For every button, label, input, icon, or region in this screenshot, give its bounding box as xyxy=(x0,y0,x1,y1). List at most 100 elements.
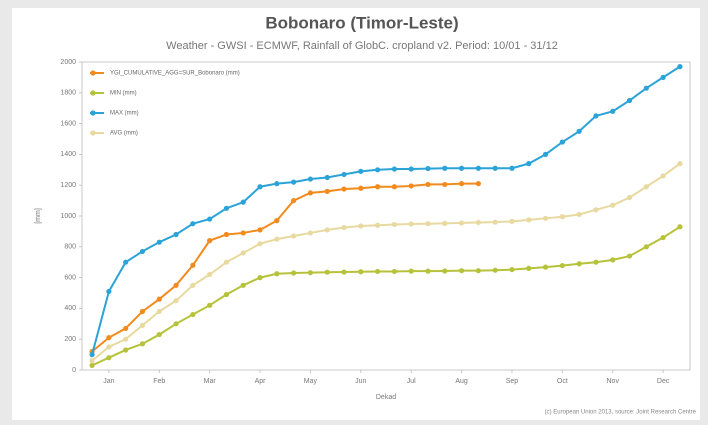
legend-marker xyxy=(90,90,96,96)
point xyxy=(89,358,95,364)
point xyxy=(291,198,297,204)
point xyxy=(593,259,599,265)
legend-marker xyxy=(90,130,96,136)
x-tick-label: Jan xyxy=(103,378,114,385)
y-tick-label: 1400 xyxy=(60,151,76,158)
point xyxy=(643,85,649,91)
point xyxy=(341,269,347,275)
point xyxy=(106,288,112,295)
point xyxy=(223,205,230,211)
point xyxy=(593,113,599,119)
point xyxy=(425,181,431,188)
point xyxy=(291,270,297,276)
point xyxy=(341,224,347,231)
point xyxy=(123,259,129,265)
point xyxy=(257,227,263,233)
point xyxy=(223,259,230,265)
point xyxy=(257,275,263,281)
point xyxy=(458,220,465,226)
point xyxy=(324,227,330,233)
point xyxy=(223,231,230,238)
point xyxy=(139,308,146,315)
point xyxy=(442,165,448,171)
x-tick-label: Nov xyxy=(607,378,620,385)
point xyxy=(610,108,616,114)
legend-marker xyxy=(90,70,96,76)
point xyxy=(475,181,481,187)
point xyxy=(274,218,280,224)
chart-subtitle: Weather - GWSI - ECMWF, Rainfall of Glob… xyxy=(166,40,558,52)
point xyxy=(425,165,431,172)
legend-label: AVG (mm) xyxy=(110,131,138,137)
point xyxy=(156,308,162,315)
point xyxy=(492,219,498,225)
point xyxy=(526,265,532,271)
point xyxy=(257,184,263,190)
point xyxy=(358,185,364,191)
point xyxy=(257,241,263,247)
y-tick-label: 600 xyxy=(64,274,76,281)
point xyxy=(559,214,565,220)
point xyxy=(475,219,481,226)
point xyxy=(190,221,196,227)
point xyxy=(173,321,179,327)
point xyxy=(677,224,683,230)
point xyxy=(509,218,515,224)
x-tick-label: Mar xyxy=(204,378,217,385)
x-tick-label: May xyxy=(304,378,318,385)
point xyxy=(492,267,498,273)
point xyxy=(391,221,397,228)
y-tick-label: 400 xyxy=(64,305,76,312)
point xyxy=(475,165,481,171)
x-axis-label: Dekad xyxy=(376,394,396,401)
point xyxy=(324,188,330,194)
legend-label: MIN (mm) xyxy=(110,91,137,97)
point xyxy=(610,257,616,263)
point xyxy=(408,183,414,189)
point xyxy=(274,236,280,242)
series-line xyxy=(91,162,681,362)
y-tick-label: 1200 xyxy=(60,182,76,189)
point xyxy=(626,194,633,201)
point xyxy=(341,186,347,192)
y-tick-label: 1800 xyxy=(60,90,76,97)
point xyxy=(291,233,297,239)
y-tick-label: 200 xyxy=(64,336,76,343)
point xyxy=(391,184,397,190)
point xyxy=(106,335,112,341)
point xyxy=(593,207,599,213)
point xyxy=(89,362,95,368)
point xyxy=(475,268,481,274)
point xyxy=(106,355,112,361)
point xyxy=(442,268,448,274)
point xyxy=(223,291,230,298)
point xyxy=(442,181,448,188)
point xyxy=(173,282,179,288)
point xyxy=(375,222,381,228)
y-tick-label: 1000 xyxy=(60,213,76,220)
point xyxy=(660,173,666,179)
series-line xyxy=(91,65,681,355)
point xyxy=(643,184,649,190)
point xyxy=(207,238,213,244)
y-tick-label: 800 xyxy=(64,244,76,251)
point xyxy=(307,230,314,236)
point xyxy=(173,231,179,238)
point xyxy=(156,239,162,245)
point xyxy=(139,341,146,347)
point xyxy=(106,344,112,350)
point xyxy=(375,268,381,275)
point xyxy=(559,139,565,145)
point xyxy=(307,190,314,196)
x-tick-label: Feb xyxy=(153,378,165,385)
point xyxy=(274,271,280,277)
point xyxy=(542,215,549,221)
x-tick-label: Jul xyxy=(407,378,416,385)
point xyxy=(358,168,364,174)
point xyxy=(156,296,162,302)
y-tick-label: 1600 xyxy=(60,120,76,127)
point xyxy=(408,166,414,172)
x-tick-label: Jun xyxy=(355,378,366,385)
point xyxy=(542,151,549,157)
point xyxy=(643,244,649,250)
